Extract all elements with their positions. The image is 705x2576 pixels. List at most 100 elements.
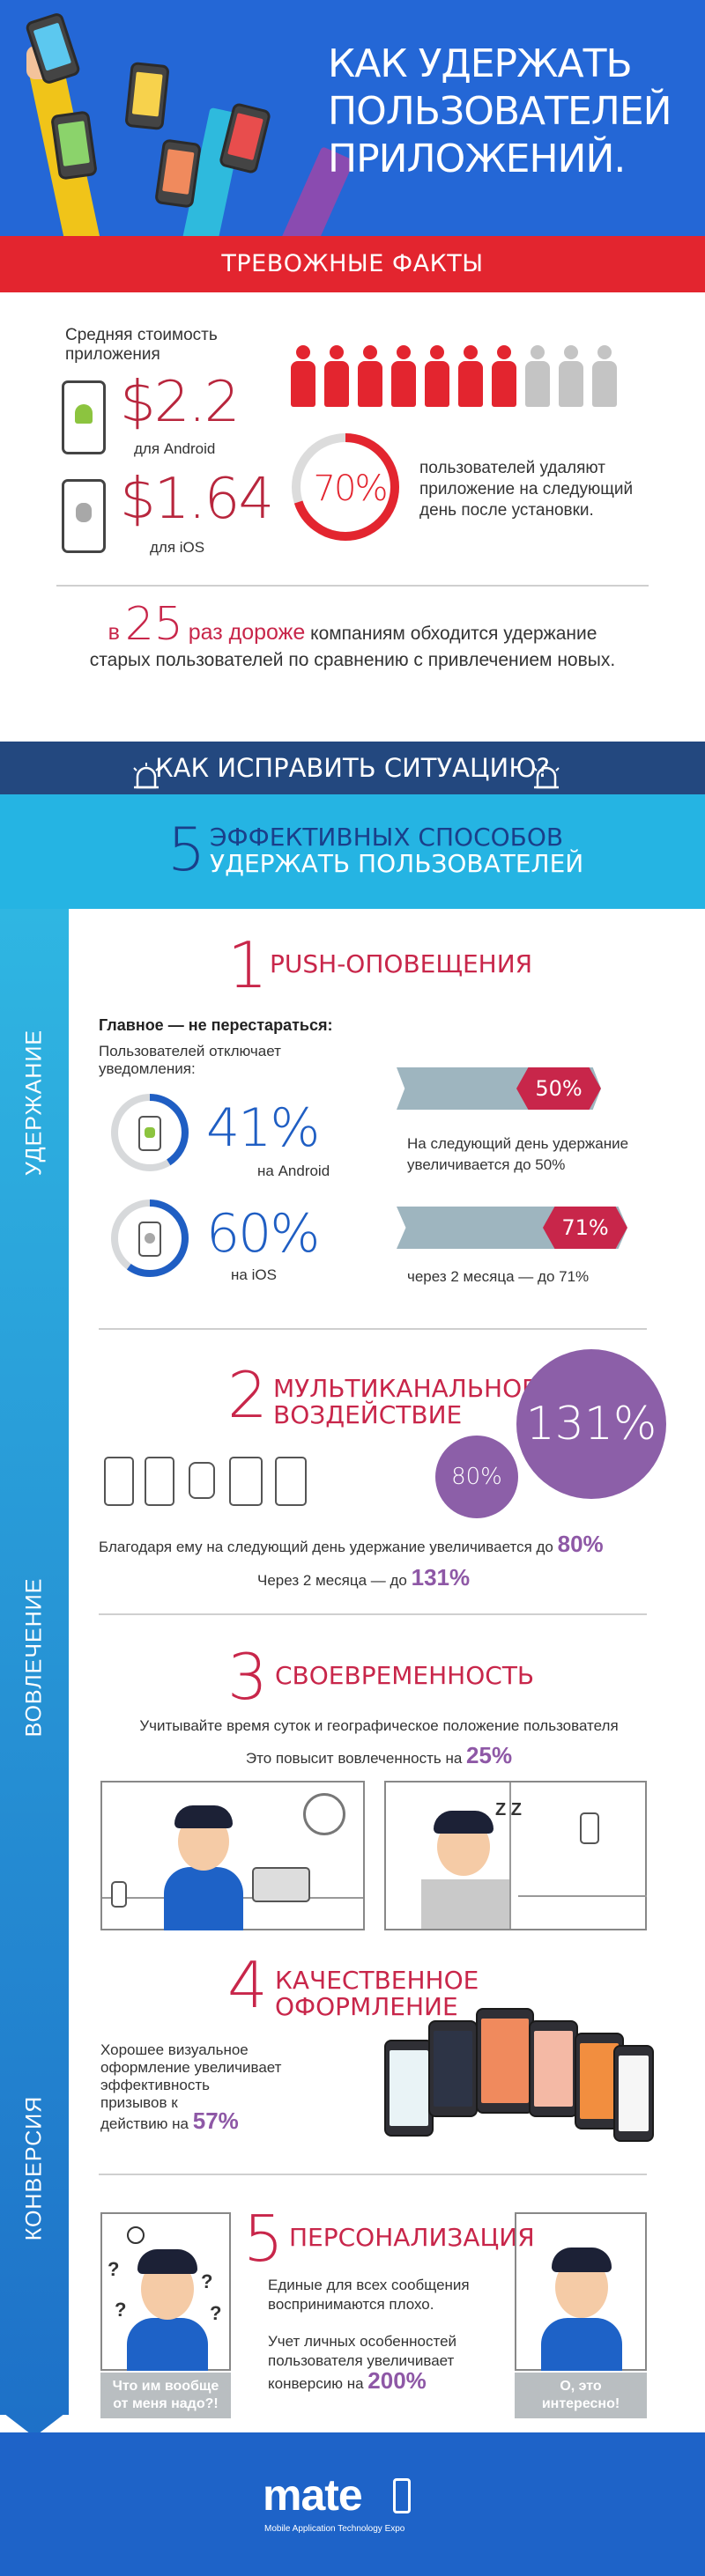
caption-line: интересно! bbox=[541, 2396, 620, 2411]
android-disable-percent: 41% bbox=[206, 1097, 320, 1159]
person-head bbox=[330, 345, 344, 359]
cost-label-line: Средняя стоимость bbox=[65, 326, 218, 344]
ring-progress bbox=[111, 1094, 189, 1171]
person-icon bbox=[425, 345, 449, 407]
caption-interested: О, это интересно! bbox=[515, 2373, 647, 2418]
person-icon bbox=[592, 345, 617, 407]
person-body bbox=[559, 361, 583, 407]
mate-logo: mate bbox=[263, 2470, 363, 2520]
person-body bbox=[525, 361, 550, 407]
way-title: ПЕРСОНАЛИЗАЦИЯ bbox=[289, 2223, 535, 2252]
person-head bbox=[597, 345, 612, 359]
ways-title: ЭФФЕКТИВНЫХ СПОСОБОВ УДЕРЖАТЬ ПОЛЬЗОВАТЕ… bbox=[210, 824, 583, 877]
retention-bar-tag: 71% bbox=[543, 1207, 627, 1249]
red-sleeve bbox=[0, 186, 11, 236]
retention-bar-2months: 71% bbox=[397, 1207, 627, 1249]
way5-text-line: воспринимаются плохо. bbox=[268, 2296, 434, 2313]
person-head bbox=[497, 345, 511, 359]
skull-icon bbox=[127, 2226, 145, 2244]
person-body bbox=[458, 361, 483, 407]
bar-text-line: На следующий день удержание bbox=[407, 1135, 629, 1152]
android-robot-icon bbox=[75, 404, 93, 424]
person-icon bbox=[324, 345, 349, 407]
way4-text-line: Хорошее визуальное bbox=[100, 2041, 249, 2058]
ios-disable-ring bbox=[111, 1199, 189, 1277]
tablet-icon bbox=[229, 1457, 263, 1506]
app-screen-mockup bbox=[529, 2020, 578, 2117]
way-title-line: ОФОРМЛЕНИЕ bbox=[275, 1992, 458, 2021]
man-body bbox=[127, 2318, 208, 2371]
caption-confused: Что им вообще от меня надо?! bbox=[100, 2373, 231, 2418]
way3-text-2: Это повысит вовлеченность на 25% bbox=[0, 1742, 705, 1769]
person-head bbox=[531, 345, 545, 359]
way-number: 4 bbox=[227, 1948, 268, 2022]
ways-section: УДЕРЖАНИЕ ВОВЛЕЧЕНИЕ КОНВЕРСИЯ 1 PUSH-ОП… bbox=[0, 909, 705, 2437]
retention-line-rest: компаниям обходится удержание bbox=[310, 624, 597, 644]
way-number: 2 bbox=[227, 1358, 268, 1432]
way4-text-line: призывов к bbox=[100, 2094, 178, 2111]
way-subhead: Главное — не перестараться: bbox=[99, 1016, 333, 1034]
tablet-icon bbox=[104, 1457, 134, 1506]
man-body bbox=[541, 2318, 622, 2371]
siren-icon bbox=[130, 754, 162, 789]
way4-text-line: эффективность bbox=[100, 2077, 211, 2093]
man-hair bbox=[174, 1805, 233, 1828]
smartwatch-icon bbox=[189, 1462, 215, 1499]
phone-outline bbox=[138, 1116, 161, 1151]
way2-text-1: Благодаря ему на следующий день удержани… bbox=[99, 1531, 604, 1558]
alarming-facts-section: Средняя стоимость приложения $2.2 для An… bbox=[0, 292, 705, 742]
uninstall-text-line: пользователей удаляют bbox=[419, 459, 605, 477]
way-title-line: КАЧЕСТВЕННОЕ bbox=[275, 1966, 479, 1995]
man-body bbox=[164, 1867, 243, 1930]
uninstall-text: пользователей удаляют приложение на след… bbox=[419, 458, 633, 521]
ios-disable-label: на iOS bbox=[231, 1266, 277, 1283]
way-title: КАЧЕСТВЕННОЕ ОФОРМЛЕНИЕ bbox=[275, 1967, 479, 2020]
page-title: КАК УДЕРЖАТЬ ПОЛЬЗОВАТЕЛЕЙ ПРИЛОЖЕНИЙ. bbox=[328, 41, 672, 183]
office-scene bbox=[100, 1781, 365, 1930]
effective-ways-band: 5 ЭФФЕКТИВНЫХ СПОСОБОВ УДЕРЖАТЬ ПОЛЬЗОВА… bbox=[0, 794, 705, 909]
ios-price: $1.64 bbox=[120, 467, 274, 532]
ways-title-line: УДЕРЖАТЬ ПОЛЬЗОВАТЕЛЕЙ bbox=[210, 849, 584, 878]
person-head bbox=[464, 345, 478, 359]
way2-text-2: Через 2 месяца — до 131% bbox=[257, 1564, 470, 1591]
person-head bbox=[296, 345, 310, 359]
title-line: ПОЛЬЗОВАТЕЛЕЙ bbox=[328, 89, 672, 134]
footer: mate Mobile Application Technology Expo bbox=[0, 2432, 705, 2576]
person-icon bbox=[391, 345, 416, 407]
person-body bbox=[592, 361, 617, 407]
wall-line bbox=[509, 1783, 511, 1929]
how-to-fix-band: КАК ИСПРАВИТЬ СИТУАЦИЮ? bbox=[0, 742, 705, 794]
sleep-zzz: Z Z bbox=[495, 1800, 522, 1819]
caption-line: О, это bbox=[560, 2379, 602, 2394]
sidebar-label-engagement: ВОВЛЕЧЕНИЕ bbox=[21, 1577, 47, 1738]
way5-text-prefix: конверсию на bbox=[268, 2375, 364, 2392]
android-price-label: для Android bbox=[134, 440, 216, 457]
category-sidebar bbox=[0, 909, 69, 2415]
confused-man-frame: ? ? ? ? bbox=[100, 2212, 231, 2371]
uninstall-ring bbox=[292, 433, 399, 541]
retention-prefix: в bbox=[108, 620, 120, 645]
laptop-icon bbox=[252, 1867, 310, 1902]
person-icon bbox=[358, 345, 382, 407]
divider bbox=[99, 1613, 647, 1615]
retention-line-1: в 25 раз дороже компаниям обходится удер… bbox=[0, 602, 705, 647]
way3-text-1: Учитывайте время суток и географическое … bbox=[139, 1717, 619, 1734]
section-title: КАК ИСПРАВИТЬ СИТУАЦИЮ? bbox=[155, 753, 550, 783]
way3-text-prefix: Это повысит вовлеченность на bbox=[245, 1750, 463, 1767]
alarming-facts-band: ТРЕВОЖНЫЕ ФАКТЫ bbox=[0, 236, 705, 292]
disable-text: Пользователей отключает уведомления: bbox=[99, 1043, 281, 1078]
question-mark-icon: ? bbox=[201, 2270, 213, 2292]
header: КАК УДЕРЖАТЬ ПОЛЬЗОВАТЕЛЕЙ ПРИЛОЖЕНИЙ. bbox=[0, 0, 705, 236]
logo-subtitle: Mobile Application Technology Expo bbox=[264, 2524, 405, 2534]
android-price: $2.2 bbox=[120, 370, 240, 435]
way2-text-prefix: Через 2 месяца — до bbox=[257, 1572, 407, 1589]
android-robot-icon bbox=[145, 1127, 155, 1138]
person-icon bbox=[525, 345, 550, 407]
person-icon bbox=[559, 345, 583, 407]
ways-count: 5 bbox=[167, 816, 206, 885]
title-line: ПРИЛОЖЕНИЙ. bbox=[328, 137, 626, 181]
divider bbox=[56, 585, 649, 587]
phone-icon bbox=[580, 1812, 599, 1844]
person-head bbox=[397, 345, 411, 359]
person-head bbox=[564, 345, 578, 359]
